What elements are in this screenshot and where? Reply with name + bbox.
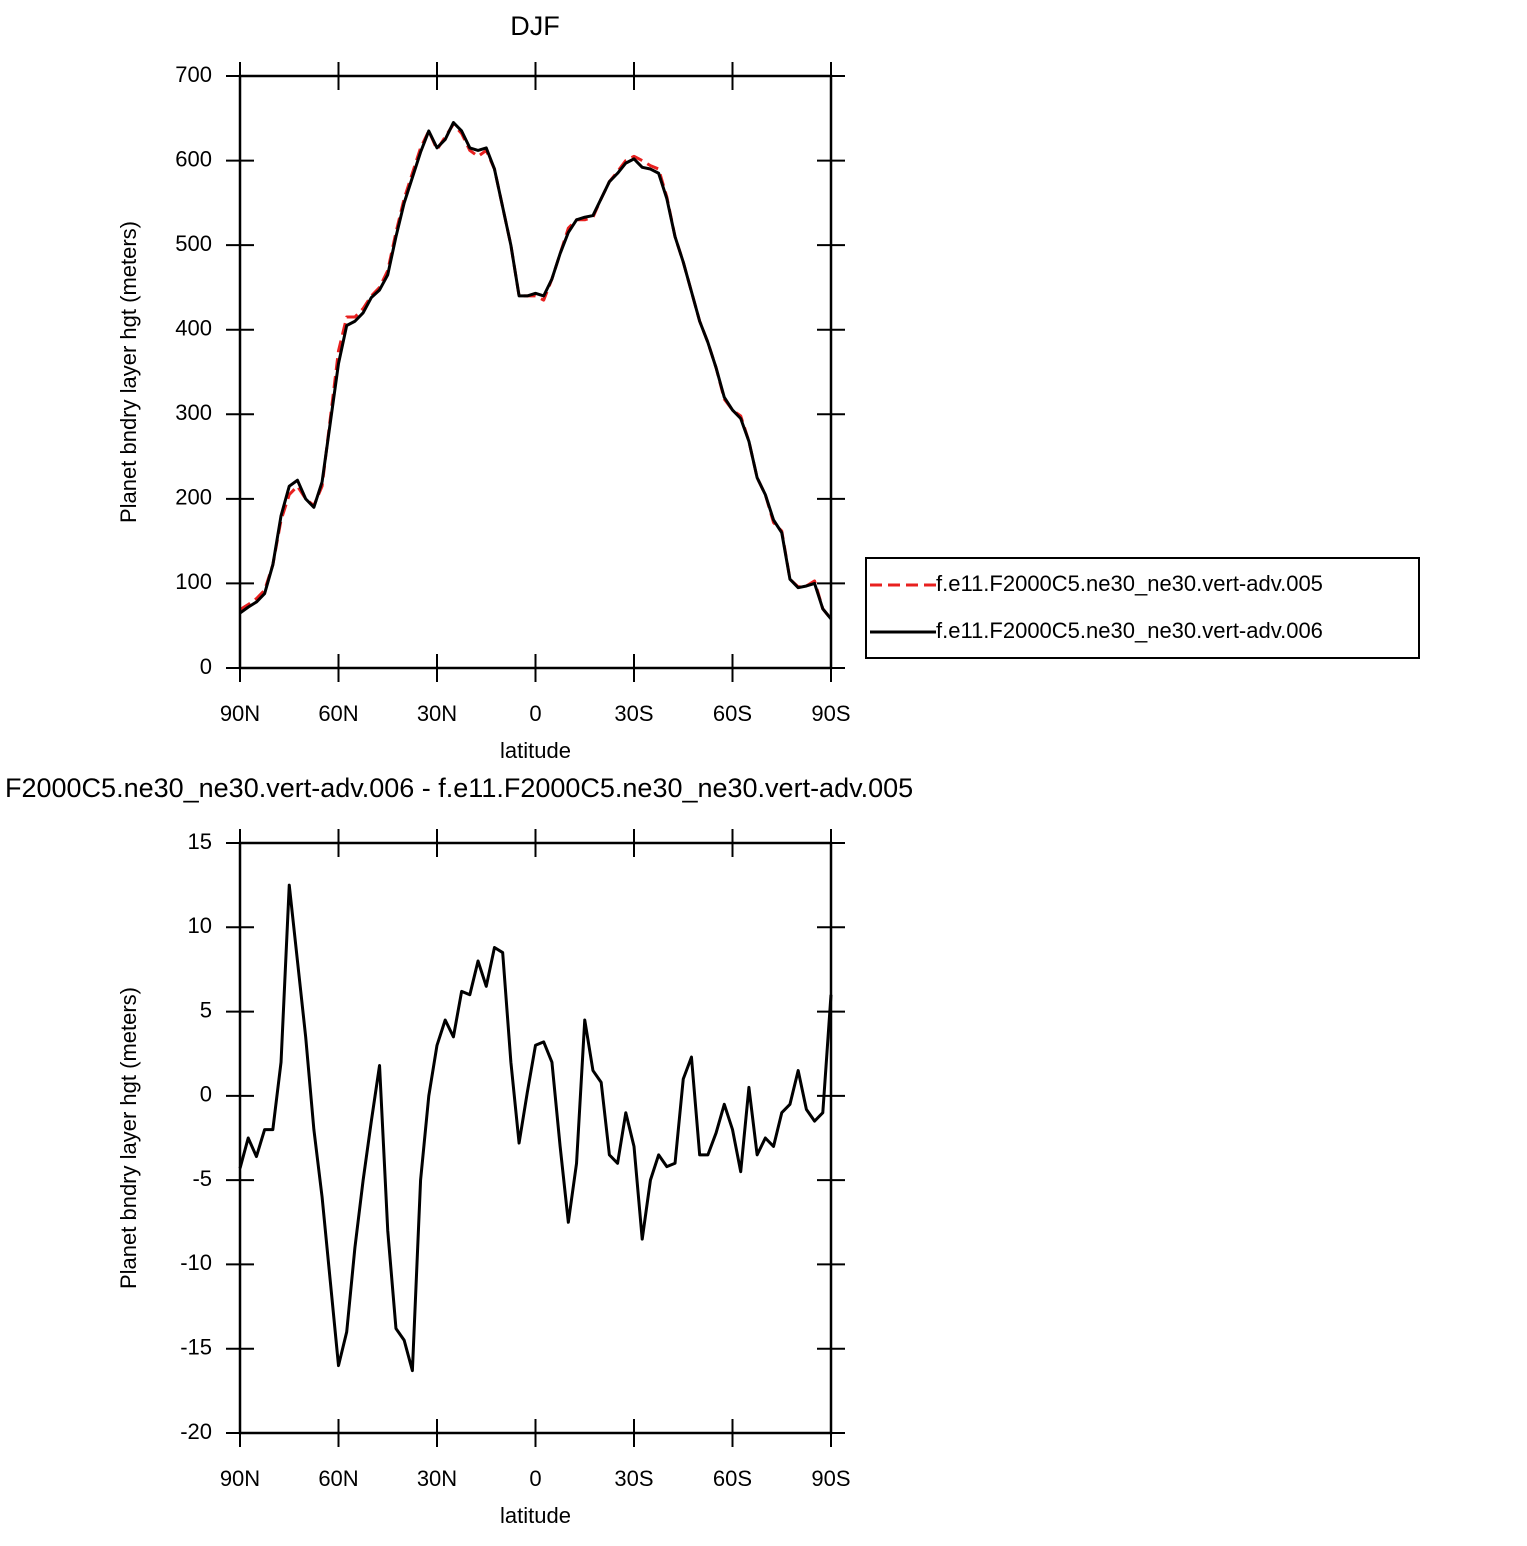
- y-axis-label: Planet bndry layer hgt (meters): [116, 221, 141, 523]
- series-line: [239, 122, 833, 620]
- legend-label: f.e11.F2000C5.ne30_ne30.vert-adv.006: [936, 618, 1323, 643]
- y-tick-label: 500: [175, 231, 212, 256]
- x-axis-label: latitude: [500, 738, 571, 763]
- series-line: [238, 883, 833, 1373]
- x-tick-label: 0: [529, 1466, 541, 1491]
- x-tick-label: 30N: [417, 1466, 457, 1491]
- plot-frame: [238, 841, 833, 1435]
- series-line: [239, 121, 833, 620]
- x-tick-label: 60N: [318, 701, 358, 726]
- x-tick-label: 90S: [811, 701, 850, 726]
- legend-label: f.e11.F2000C5.ne30_ne30.vert-adv.005: [936, 571, 1323, 596]
- y-tick-label: -5: [192, 1166, 212, 1191]
- y-tick-label: -15: [180, 1335, 212, 1360]
- y-tick-label: 300: [175, 400, 212, 425]
- x-tick-label: 90N: [220, 701, 260, 726]
- y-tick-label: 10: [188, 913, 212, 938]
- y-tick-label: 600: [175, 146, 212, 171]
- y-tick-label: 0: [200, 1082, 212, 1107]
- x-tick-label: 0: [529, 701, 541, 726]
- x-tick-label: 60S: [713, 701, 752, 726]
- y-tick-label: 700: [175, 62, 212, 87]
- legend-box: [865, 557, 1420, 659]
- x-tick-label: 30S: [614, 1466, 653, 1491]
- x-tick-label: 90N: [220, 1466, 260, 1491]
- y-tick-label: -20: [180, 1419, 212, 1444]
- y-tick-label: 5: [200, 997, 212, 1022]
- x-tick-label: 30N: [417, 701, 457, 726]
- chart-title: F2000C5.ne30_ne30.vert-adv.006 - f.e11.F…: [5, 773, 913, 803]
- x-tick-label: 30S: [614, 701, 653, 726]
- plot-frame: [238, 74, 833, 670]
- y-tick-label: 0: [200, 654, 212, 679]
- y-tick-label: 100: [175, 569, 212, 594]
- x-tick-label: 90S: [811, 1466, 850, 1491]
- y-tick-label: -10: [180, 1250, 212, 1275]
- y-tick-label: 200: [175, 485, 212, 510]
- x-tick-label: 60N: [318, 1466, 358, 1491]
- x-tick-label: 60S: [713, 1466, 752, 1491]
- x-axis-label: latitude: [500, 1503, 571, 1528]
- y-tick-label: 400: [175, 316, 212, 341]
- y-axis-label: Planet bndry layer hgt (meters): [116, 987, 141, 1289]
- y-tick-label: 15: [188, 829, 212, 854]
- chart-title: DJF: [510, 11, 560, 41]
